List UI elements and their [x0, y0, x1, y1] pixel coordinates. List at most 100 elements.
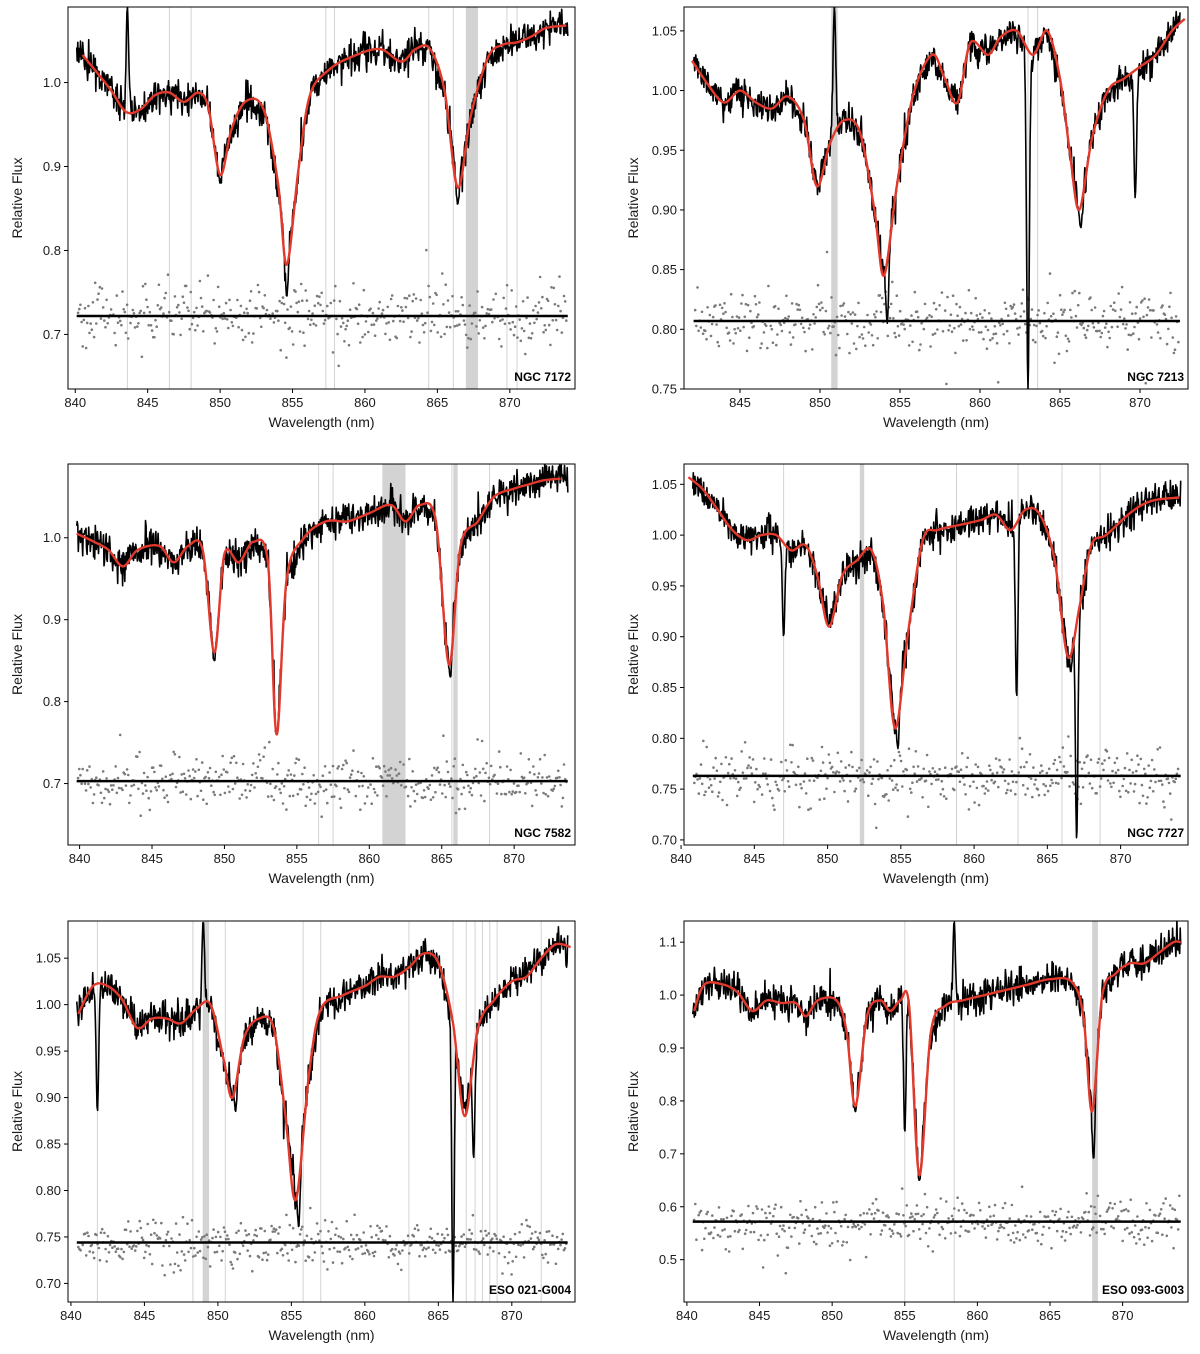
plot-frame: [67, 6, 576, 390]
y-tick-label: 0.70: [36, 1276, 61, 1291]
panel-ngc-7172: 840 845 850 855 860 865 870 0.7 0.8 0.9 1.0 Wavelen…: [9, 6, 576, 430]
x-tick-label: 870: [1112, 1308, 1134, 1323]
x-tick-label: 860: [354, 395, 376, 410]
x-tick-label: 860: [963, 851, 985, 866]
x-tick-label: 845: [743, 851, 765, 866]
x-tick-label: 855: [889, 395, 911, 410]
object-label: NGC 7172: [514, 370, 571, 384]
panel-ngc-7727: 840 845 850 855 860 865 870 0.70 0.75 0.80 0.85 0.9…: [625, 463, 1189, 886]
y-tick-label: 0.8: [43, 694, 61, 709]
plot-area: [687, 464, 1182, 845]
plot-frame: [683, 463, 1189, 846]
y-tick-label: 1.00: [652, 83, 677, 98]
residual-points: [76, 733, 568, 818]
plot-area: [75, 7, 569, 389]
x-tick-label: 865: [1049, 395, 1071, 410]
y-axis-label: Relative Flux: [9, 614, 25, 695]
x-tick-label: 870: [499, 395, 521, 410]
y-tick-label: 0.7: [43, 776, 61, 791]
x-axis-label: Wavelength (nm): [883, 870, 989, 886]
plot-frame: [67, 463, 576, 846]
observed-spectrum: [692, 472, 1182, 839]
y-axis-label: Relative Flux: [625, 1071, 641, 1152]
y-tick-label: 0.6: [659, 1199, 677, 1214]
y-tick-label: 0.9: [43, 612, 61, 627]
y-tick-label: 0.75: [36, 1229, 61, 1244]
x-tick-label: 855: [282, 395, 304, 410]
y-tick-label: 0.95: [652, 143, 677, 158]
x-tick-label: 850: [209, 395, 231, 410]
x-tick-label: 850: [207, 1308, 229, 1323]
x-axis-label: Wavelength (nm): [268, 414, 374, 430]
plot-frame: [683, 920, 1189, 1303]
x-tick-label: 870: [1110, 851, 1132, 866]
x-tick-label: 850: [817, 851, 839, 866]
plot-frame: [67, 920, 576, 1303]
y-tick-label: 0.85: [652, 262, 677, 277]
y-tick-label: 0.75: [652, 782, 677, 797]
y-tick-label: 0.80: [652, 322, 677, 337]
y-tick-label: 0.80: [652, 731, 677, 746]
y-tick-label: 0.85: [652, 680, 677, 695]
y-tick-label: 1.05: [36, 951, 61, 966]
y-tick-label: 1.00: [36, 997, 61, 1012]
x-tick-label: 860: [967, 1308, 989, 1323]
masked-region: [382, 464, 406, 845]
y-tick-label: 0.70: [652, 832, 677, 847]
x-tick-label: 865: [431, 851, 453, 866]
y-tick-label: 0.90: [652, 629, 677, 644]
masked-region: [203, 921, 210, 1302]
y-tick-label: 1.05: [652, 23, 677, 38]
x-tick-label: 845: [134, 1308, 156, 1323]
x-tick-label: 840: [676, 1308, 698, 1323]
y-tick-label: 0.9: [43, 159, 61, 174]
observed-spectrum: [75, 7, 569, 297]
x-tick-label: 870: [503, 851, 525, 866]
y-tick-label: 0.95: [36, 1044, 61, 1059]
y-axis-label: Relative Flux: [625, 158, 641, 239]
x-axis-label: Wavelength (nm): [883, 414, 989, 430]
x-tick-label: 865: [1039, 1308, 1061, 1323]
x-tick-label: 845: [729, 395, 751, 410]
model-fit: [76, 477, 561, 736]
plot-area: [691, 921, 1182, 1302]
x-axis-label: Wavelength (nm): [268, 870, 374, 886]
model-fit: [77, 942, 571, 1202]
plot-area: [691, 7, 1186, 389]
model-fit: [693, 940, 1181, 1177]
plot-area: [75, 464, 569, 845]
y-axis-label: Relative Flux: [9, 1071, 25, 1152]
masked-region: [859, 464, 865, 845]
x-tick-label: 865: [1036, 851, 1058, 866]
y-tick-label: 1.05: [652, 477, 677, 492]
x-tick-label: 855: [286, 851, 308, 866]
y-tick-label: 0.90: [652, 202, 677, 217]
residual-points: [693, 735, 1181, 830]
observed-spectrum: [76, 921, 569, 1302]
residual-points: [692, 1185, 1181, 1275]
y-tick-label: 1.0: [43, 75, 61, 90]
x-tick-label: 850: [809, 395, 831, 410]
y-tick-label: 0.75: [652, 382, 677, 397]
panel-ngc-7582: 840 845 850 855 860 865 870 0.7 0.8 0.9 1.0 Wavelen…: [9, 463, 576, 886]
y-tick-label: 1.1: [659, 935, 677, 950]
panel-eso-021-g004: 840 845 850 855 860 865 870 0.70 0.75 0.80 0.85 0.9…: [9, 920, 576, 1343]
object-label: NGC 7582: [514, 826, 571, 840]
plot-frame: [683, 6, 1189, 390]
y-axis-label: Relative Flux: [625, 614, 641, 695]
model-fit: [81, 24, 567, 266]
y-tick-label: 0.7: [43, 327, 61, 342]
y-tick-label: 0.95: [652, 578, 677, 593]
x-tick-label: 865: [427, 395, 449, 410]
x-tick-label: 840: [670, 851, 692, 866]
x-axis-label: Wavelength (nm): [268, 1327, 374, 1343]
residual-points: [76, 248, 568, 368]
x-tick-label: 845: [141, 851, 163, 866]
observed-spectrum: [691, 921, 1182, 1181]
y-tick-label: 0.9: [659, 1041, 677, 1056]
panel-eso-093-g003: 840 845 850 855 860 865 870 0.5 0.6 0.7 0.8 0.9 1.0 1…: [625, 920, 1189, 1343]
model-fit: [687, 476, 1180, 730]
x-axis-label: Wavelength (nm): [883, 1327, 989, 1343]
object-label: ESO 021-G004: [489, 1283, 571, 1297]
x-tick-label: 870: [1129, 395, 1151, 410]
